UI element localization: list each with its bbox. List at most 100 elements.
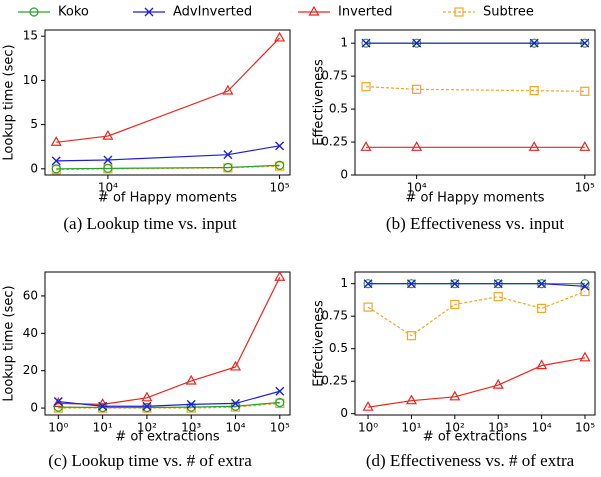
data-point [580, 38, 590, 48]
series-line [58, 390, 280, 407]
data-point [579, 141, 591, 151]
data-point [361, 82, 371, 92]
legend-marker [454, 7, 464, 17]
x-tick-label: 10¹ [93, 421, 113, 435]
data-point [537, 303, 547, 313]
axes-frame [44, 271, 291, 416]
series-line [58, 402, 280, 409]
y-tick-label: 15 [23, 29, 38, 43]
y-tick-label: 0 [30, 401, 38, 415]
data-point [580, 279, 590, 289]
x-axis-label: # of extractions [423, 430, 528, 445]
y-tick-label: 0 [340, 168, 348, 182]
data-point [529, 86, 539, 96]
data-point [142, 401, 152, 411]
y-axis-label: Effectiveness [312, 300, 327, 387]
x-tick-label: 10⁵ [575, 421, 595, 435]
data-point [98, 401, 108, 411]
x-tick-label: 10¹ [401, 421, 421, 435]
data-point [537, 279, 547, 289]
data-point [450, 279, 460, 289]
data-point [223, 162, 233, 173]
x-axis-label: # of Happy moments [405, 191, 544, 206]
data-point [362, 400, 374, 411]
y-axis-label: Lookup time (sec) [2, 44, 17, 160]
series-line [56, 37, 281, 143]
y-tick-label: 0 [340, 406, 348, 420]
data-point [186, 402, 196, 412]
y-tick-label: 40 [23, 326, 38, 340]
data-point [406, 331, 417, 341]
data-point [536, 359, 548, 370]
y-tick-label: 10 [23, 73, 38, 87]
legend-marker [144, 7, 154, 17]
axes-frame [354, 29, 596, 176]
data-point [274, 160, 285, 170]
y-tick-label: 0.25 [321, 374, 348, 388]
y-tick-label: 60 [23, 288, 38, 302]
data-point [274, 31, 286, 42]
legend-label: Subtree [483, 5, 534, 20]
data-point [185, 374, 197, 385]
x-tick-label: 10³ [488, 421, 508, 435]
data-point [231, 398, 240, 408]
data-point [274, 271, 286, 281]
legend-marker [29, 7, 39, 17]
data-point [52, 397, 64, 408]
series-line [368, 283, 586, 287]
data-point [141, 391, 153, 402]
data-point [492, 378, 504, 389]
legend-label: Koko [58, 5, 89, 20]
data-point [229, 360, 242, 371]
data-point [186, 399, 196, 409]
y-tick-label: 1 [340, 36, 348, 50]
data-point [579, 351, 591, 362]
series-line [56, 164, 280, 170]
data-point [529, 38, 539, 48]
y-tick-label: 5 [30, 117, 38, 131]
legend-marker [308, 5, 320, 16]
y-tick-label: 0.75 [321, 69, 348, 83]
data-point [493, 279, 503, 289]
data-point [50, 136, 62, 146]
x-tick-label: 10⁰ [358, 421, 378, 435]
axes-frame [44, 29, 291, 176]
y-axis-label: Lookup time (sec) [2, 285, 17, 401]
data-point [580, 281, 590, 291]
y-tick-label: 20 [23, 363, 38, 377]
data-point [363, 302, 373, 312]
data-point [230, 401, 241, 411]
data-point [275, 386, 285, 396]
x-axis-label: # of Happy moments [98, 191, 237, 206]
series-line [58, 401, 280, 409]
data-point [223, 150, 233, 160]
caption: (a) Lookup time vs. input [63, 214, 237, 233]
series-line [365, 86, 585, 92]
y-tick-label: 1 [340, 276, 348, 290]
data-point [53, 397, 63, 407]
series-line [367, 290, 586, 337]
data-point [580, 86, 590, 96]
legend-label: AdvInverted [173, 5, 252, 20]
y-tick-label: 0.5 [329, 341, 348, 355]
data-point [51, 156, 61, 166]
data-point [412, 84, 422, 94]
series-line [58, 276, 281, 405]
x-tick-label: 10⁴ [407, 181, 427, 195]
data-point [102, 129, 114, 140]
data-point [449, 390, 461, 401]
data-point [98, 402, 108, 413]
caption: (b) Effectiveness vs. input [386, 214, 564, 233]
data-point [222, 84, 234, 95]
x-tick-label: 10³ [181, 421, 201, 435]
data-point [528, 141, 540, 151]
data-point [411, 141, 423, 151]
y-axis-label: Effectiveness [312, 59, 327, 146]
data-point [53, 402, 63, 412]
caption: (d) Effectiveness vs. # of extra [366, 451, 575, 470]
data-point [360, 141, 372, 151]
data-point [51, 164, 61, 174]
x-tick-label: 10⁵ [270, 181, 290, 195]
x-tick-label: 10⁰ [48, 421, 68, 435]
